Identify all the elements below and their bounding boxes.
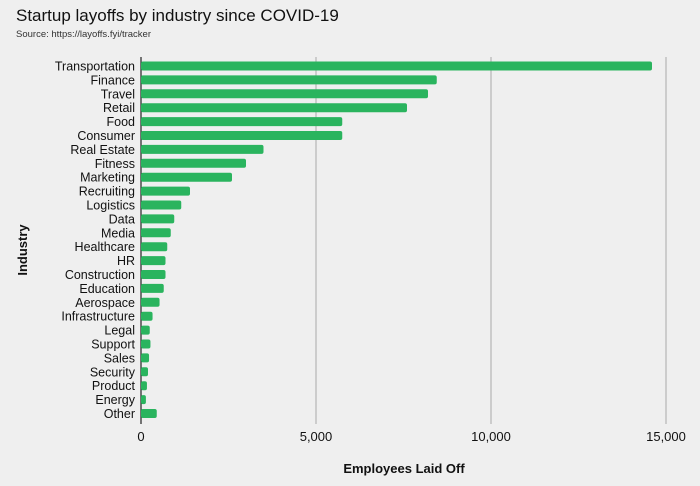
category-label: Data: [109, 212, 135, 226]
bar: [141, 186, 190, 196]
category-label: Food: [107, 115, 136, 129]
bar: [141, 270, 166, 279]
category-labels: TransportationFinanceTravelRetailFoodCon…: [55, 60, 136, 422]
bar: [141, 409, 157, 418]
bar: [141, 131, 343, 140]
bar: [141, 75, 437, 85]
bar: [141, 89, 428, 99]
bar: [141, 242, 168, 252]
category-label: Recruiting: [79, 185, 135, 199]
category-label: HR: [117, 254, 135, 268]
category-label: Security: [90, 365, 136, 379]
bar: [141, 256, 166, 266]
bar: [141, 117, 343, 127]
bar: [141, 339, 151, 349]
bar: [141, 103, 407, 113]
bar: [141, 214, 175, 224]
bar: [141, 311, 153, 321]
category-label: Education: [79, 282, 135, 296]
chart-subtitle: Source: https://layoffs.fyi/tracker: [16, 29, 151, 40]
bar: [141, 395, 146, 405]
bar: [141, 61, 652, 71]
x-tick-labels: 0 5,000 10,000 15,000: [137, 429, 686, 444]
category-label: Support: [91, 338, 135, 352]
category-label: Sales: [104, 351, 135, 365]
bar: [141, 381, 147, 391]
category-label: Healthcare: [75, 240, 135, 254]
bar: [141, 283, 164, 293]
category-label: Consumer: [77, 129, 135, 143]
x-tick-label: 15,000: [646, 429, 686, 444]
category-label: Product: [92, 379, 136, 393]
bar: [141, 144, 264, 154]
category-label: Retail: [103, 101, 135, 115]
category-label: Finance: [91, 73, 136, 87]
x-tick-label: 10,000: [471, 429, 511, 444]
category-label: Transportation: [55, 60, 135, 74]
category-label: Legal: [104, 324, 135, 338]
bars: [141, 61, 652, 418]
bar: [141, 353, 150, 363]
bar: [141, 325, 150, 335]
category-label: Fitness: [95, 157, 135, 171]
category-label: Infrastructure: [61, 310, 135, 324]
category-label: Logistics: [86, 199, 135, 213]
category-label: Other: [104, 407, 135, 421]
bar: [141, 367, 148, 377]
x-tick-label: 5,000: [300, 429, 333, 444]
bar: [141, 297, 160, 307]
category-label: Marketing: [80, 171, 135, 185]
category-label: Real Estate: [70, 143, 135, 157]
bar: [141, 158, 246, 168]
chart-title: Startup layoffs by industry since COVID-…: [16, 6, 339, 25]
y-axis-title: Industry: [15, 224, 30, 276]
category-label: Media: [101, 226, 135, 240]
bar: [141, 228, 171, 238]
x-tick-label: 0: [137, 429, 144, 444]
x-axis-title: Employees Laid Off: [343, 461, 465, 476]
bar: [141, 200, 182, 210]
bar: [141, 172, 232, 182]
category-label: Construction: [65, 268, 135, 282]
category-label: Travel: [101, 87, 135, 101]
category-label: Energy: [95, 393, 135, 407]
category-label: Aerospace: [75, 296, 135, 310]
